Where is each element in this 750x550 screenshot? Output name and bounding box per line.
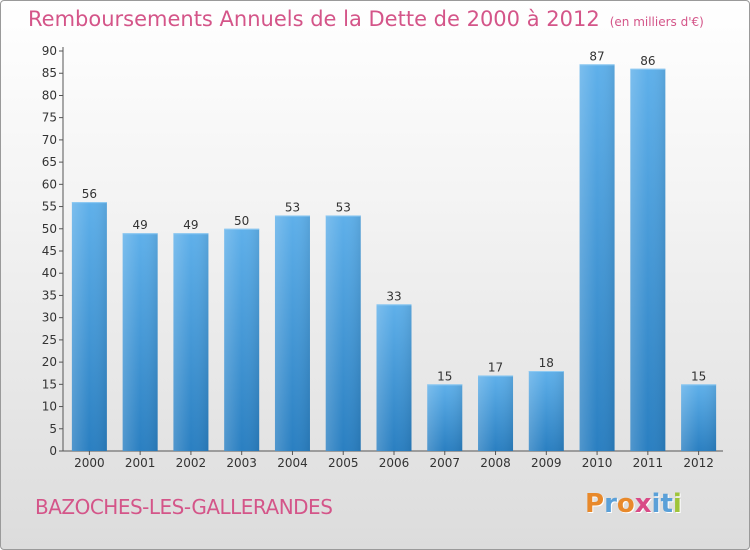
y-tick-label: 25 [42,333,57,347]
y-tick-label: 75 [42,111,57,125]
bar-value-label: 15 [691,369,706,383]
bar-value-label: 17 [488,360,503,374]
x-tick-label: 2012 [683,456,714,470]
x-tick-label: 2011 [633,456,664,470]
y-tick-label: 55 [42,200,57,214]
bar-highlight [528,371,564,451]
bar-value-label: 53 [336,200,351,214]
x-tick-label: 2005 [328,456,359,470]
bar-value-label: 18 [539,356,554,370]
y-tick-label: 50 [42,222,57,236]
x-tick-label: 2002 [176,456,207,470]
bar-highlight [681,384,717,451]
chart-title: Remboursements Annuels de la Dette de 20… [28,7,704,31]
axes: 0 5 10 15 20 25 30 35 40 45 50 55 60 65 70 75 80 85 90 [42,44,723,458]
x-tick-label: 2000 [74,456,105,470]
logo-letter: P [585,489,605,519]
logo-letter: t [660,489,673,519]
bar-highlight [478,375,514,451]
y-tick-label: 70 [42,133,57,147]
commune-name: BAZOCHES-LES-GALLERANDES [35,495,333,519]
y-tick-label: 35 [42,288,57,302]
bar-value-label: 87 [589,49,604,63]
y-tick-label: 0 [49,444,57,458]
bar-highlight [579,64,615,452]
y-tick-label: 65 [42,155,57,169]
bar-highlight [173,233,209,451]
x-tick-label: 2003 [226,456,257,470]
y-tick-label: 30 [42,311,57,325]
bar-highlight [630,68,666,452]
bar-value-label: 15 [437,369,452,383]
logo-letter: i [651,489,661,519]
y-tick-label: 80 [42,88,57,102]
bar-value-label: 86 [640,54,655,68]
bar-value-label: 56 [82,187,97,201]
y-tick-label: 40 [42,266,57,280]
bar-value-label: 50 [234,214,249,228]
bar-value-label: 53 [285,200,300,214]
bar-highlight [325,215,361,451]
logo-letter: r [604,489,617,519]
x-tick-label: 2008 [480,456,511,470]
x-tick-label: 2009 [531,456,562,470]
y-tick-label: 60 [42,177,57,191]
bar-highlight [224,228,260,451]
x-tick-label: 2006 [379,456,410,470]
bar-value-label: 33 [386,289,401,303]
x-tick-label: 2010 [582,456,613,470]
x-tick-label: 2004 [277,456,308,470]
bar-highlight [71,202,107,451]
bar-highlight [122,233,158,451]
y-tick-label: 15 [42,377,57,391]
bar-value-label: 49 [183,218,198,232]
bar-value-label: 49 [133,218,148,232]
logo-letter: i [672,489,682,519]
y-tick-label: 10 [42,400,57,414]
y-tick-label: 85 [42,66,57,80]
y-tick-label: 45 [42,244,57,258]
x-tick-label: 2001 [125,456,156,470]
logo-letter: x [634,489,652,519]
labels-group: 56 2000 49 2001 49 2002 50 2003 53 2004 53 2005 33 20… [74,49,714,470]
bars-group [71,64,717,452]
y-tick-label: 5 [49,422,57,436]
bar-highlight [376,304,412,451]
bar-highlight [274,215,310,451]
proxiti-logo: Proxiti [585,489,682,519]
y-tick-label: 20 [42,355,57,369]
chart-unit: (en milliers d'€) [609,15,704,29]
x-tick-label: 2007 [429,456,460,470]
bar-highlight [427,384,463,451]
y-tick-label: 90 [42,44,57,58]
logo-letter: o [616,489,635,519]
